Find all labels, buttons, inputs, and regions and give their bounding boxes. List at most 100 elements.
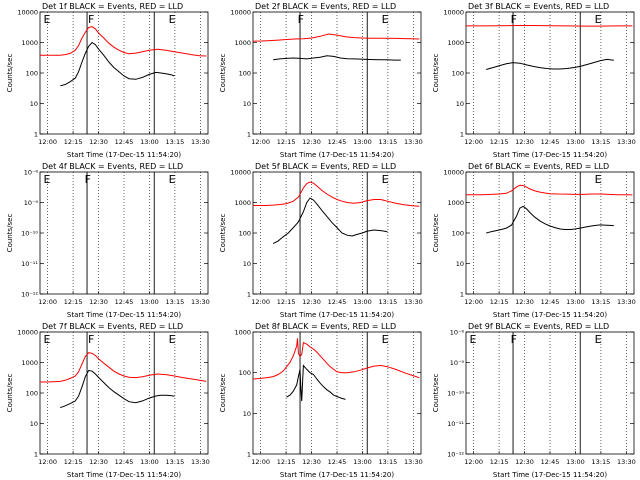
x-tick-label: 12:15: [277, 138, 296, 146]
x-tick-label: 12:30: [515, 458, 534, 466]
attenuator-marker-label: E: [169, 333, 176, 346]
x-tick-label: 13:00: [353, 458, 372, 466]
plot-frame: [252, 171, 422, 295]
x-tick-label: 12:15: [64, 298, 83, 306]
y-tick-label: 10: [243, 410, 251, 418]
y-tick-label: 1: [460, 131, 464, 139]
x-tick-label: 12:15: [490, 138, 509, 146]
attenuator-marker-label: F: [85, 173, 91, 186]
x-tick-label: 12:45: [115, 458, 134, 466]
x-tick-label: 12:00: [464, 138, 483, 146]
y-tick-label: 1: [247, 131, 251, 139]
y-tick-label: 1: [34, 131, 38, 139]
x-tick-label: 13:15: [166, 458, 185, 466]
x-tick-label: 13:30: [191, 138, 210, 146]
x-tick-label: 12:45: [541, 138, 560, 146]
y-tick-label: 10000: [443, 169, 464, 177]
attenuator-marker-label: E: [44, 13, 51, 26]
x-axis-label: Start Time (17-Dec-15 11:54:20): [67, 311, 181, 319]
detector-panel-1: Det 1f BLACK = Events, RED = LLD Counts/s…: [6, 2, 210, 159]
x-tick-label: 12:15: [490, 298, 509, 306]
events-series-line: [286, 364, 346, 402]
x-tick-label: 12:00: [38, 138, 57, 146]
events-series-line: [60, 369, 175, 409]
y-tick-label: 10000: [230, 9, 251, 17]
x-tick-label: 12:45: [328, 298, 347, 306]
x-tick-label: 13:00: [140, 458, 159, 466]
y-tick-label: 10000: [230, 169, 251, 177]
y-tick-label: 10: [243, 100, 251, 108]
x-tick-label: 13:30: [404, 138, 423, 146]
x-tick-label: 12:45: [115, 298, 134, 306]
panel-title: Det 5f BLACK = Events, RED = LLD: [255, 162, 396, 171]
y-axis-label: Counts/sec: [6, 374, 14, 413]
x-tick-label: 13:15: [166, 298, 185, 306]
y-tick-label: 1000: [447, 39, 464, 47]
x-tick-label: 12:45: [541, 298, 560, 306]
lld-series-line: [252, 33, 420, 42]
y-tick-label: 10⁻¹⁰: [21, 230, 38, 238]
events-series-line: [60, 41, 175, 87]
plot-frame: [252, 11, 422, 135]
y-axis-label: Counts/sec: [432, 54, 440, 93]
x-tick-label: 12:15: [277, 458, 296, 466]
x-tick-label: 12:30: [89, 298, 108, 306]
lld-series-line: [466, 184, 633, 196]
y-tick-label: 10⁻¹¹: [447, 420, 464, 428]
y-tick-label: 10⁻⁹: [450, 359, 465, 367]
attenuator-marker-label: E: [382, 13, 389, 26]
y-axis-label: Counts/sec: [432, 374, 440, 413]
plot-frame: [465, 11, 635, 135]
y-tick-label: 100: [26, 390, 38, 398]
x-tick-label: 12:30: [515, 138, 534, 146]
events-series-line: [486, 58, 614, 70]
x-tick-label: 13:15: [166, 138, 185, 146]
y-tick-label: 10⁻⁹: [24, 199, 39, 207]
attenuator-marker-label: F: [88, 333, 94, 346]
events-series-line: [486, 205, 614, 234]
plot-frame: [39, 171, 209, 295]
attenuator-marker-label: E: [169, 13, 176, 26]
x-tick-label: 12:00: [38, 298, 57, 306]
x-tick-label: 12:30: [302, 458, 321, 466]
y-tick-label: 1: [247, 291, 251, 299]
y-tick-label: 10⁻¹²: [21, 291, 38, 299]
x-tick-label: 12:00: [251, 298, 270, 306]
x-tick-label: 12:45: [541, 458, 560, 466]
y-tick-label: 10⁻¹¹: [21, 260, 38, 268]
attenuator-marker-label: E: [382, 173, 389, 186]
x-tick-label: 13:15: [379, 298, 398, 306]
y-axis-label: Counts/sec: [6, 214, 14, 253]
detector-panel-3: Det 3f BLACK = Events, RED = LLD Counts/s…: [432, 2, 636, 159]
x-tick-label: 13:30: [404, 298, 423, 306]
attenuator-marker-label: E: [595, 13, 602, 26]
y-tick-label: 10000: [17, 9, 38, 17]
x-tick-label: 13:30: [191, 298, 210, 306]
x-tick-label: 13:30: [617, 458, 636, 466]
x-tick-label: 12:15: [277, 298, 296, 306]
attenuator-marker-label: E: [470, 333, 477, 346]
lld-series-line: [253, 181, 420, 207]
panel-title: Det 7f BLACK = Events, RED = LLD: [42, 322, 183, 331]
y-tick-label: 1: [34, 451, 38, 459]
lld-series-line: [252, 338, 420, 380]
y-tick-label: 100: [239, 70, 251, 78]
y-tick-label: 10: [243, 260, 251, 268]
panel-title: Det 3f BLACK = Events, RED = LLD: [468, 2, 609, 11]
y-tick-label: 10: [30, 420, 38, 428]
attenuator-marker-label: E: [169, 173, 176, 186]
x-tick-label: 12:00: [464, 298, 483, 306]
panel-title: Det 1f BLACK = Events, RED = LLD: [42, 2, 183, 11]
x-tick-label: 13:00: [566, 138, 585, 146]
x-axis-label: Start Time (17-Dec-15 11:54:20): [493, 311, 607, 319]
detector-panel-8: Det 8f BLACK = Events, RED = LLD Counts/s…: [219, 322, 423, 479]
y-tick-label: 10000: [17, 329, 38, 337]
x-tick-label: 12:30: [89, 138, 108, 146]
y-tick-label: 10⁻¹²: [447, 451, 464, 459]
x-tick-label: 13:15: [379, 458, 398, 466]
attenuator-marker-label: F: [511, 333, 517, 346]
x-tick-label: 13:00: [566, 298, 585, 306]
y-tick-label: 1000: [447, 199, 464, 207]
y-tick-label: 100: [452, 230, 464, 238]
x-axis-label: Start Time (17-Dec-15 11:54:20): [280, 311, 394, 319]
